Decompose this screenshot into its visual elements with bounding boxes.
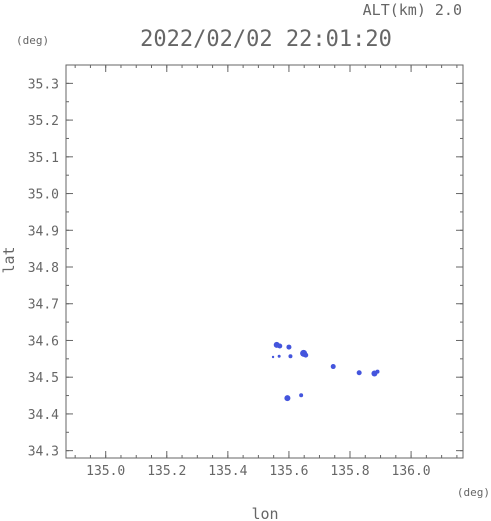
x-tick-label: 136.0 <box>392 464 431 479</box>
x-unit-label: (deg) <box>457 486 490 499</box>
axis-ticks: 135.0 135.2 135.4 135.6 135.8 136.0 34.3 34.4 34… <box>28 64 463 479</box>
data-point <box>271 355 275 359</box>
y-tick-label: 34.8 <box>28 261 59 276</box>
y-tick-label: 34.5 <box>28 371 59 386</box>
data-point <box>299 393 304 398</box>
y-tick-label: 34.6 <box>28 334 59 349</box>
x-axis-label: lon <box>251 505 278 521</box>
data-point <box>284 395 291 402</box>
y-tick-label: 35.0 <box>28 188 59 203</box>
altitude-label: ALT(km) 2.0 <box>363 1 462 19</box>
data-points <box>271 341 380 402</box>
x-tick-label: 135.8 <box>330 464 369 479</box>
x-tick-label: 135.2 <box>147 464 186 479</box>
data-point <box>330 364 336 370</box>
y-tick-label: 35.1 <box>28 151 59 166</box>
y-axis-label: lat <box>0 246 18 273</box>
y-tick-label: 35.2 <box>28 114 59 129</box>
y-tick-label: 34.7 <box>28 298 59 313</box>
x-tick-label: 135.6 <box>269 464 308 479</box>
data-point <box>356 370 362 376</box>
x-tick-label: 135.0 <box>86 464 125 479</box>
x-tick-label: 135.4 <box>208 464 247 479</box>
data-point <box>288 354 293 359</box>
data-point <box>286 344 292 350</box>
plot-frame <box>65 64 464 459</box>
y-tick-label: 34.9 <box>28 224 59 239</box>
data-point <box>277 354 281 358</box>
data-point <box>277 343 283 349</box>
y-unit-label: (deg) <box>16 34 49 47</box>
data-point <box>303 352 309 358</box>
timestamp-title: 2022/02/02 22:01:20 <box>140 27 392 52</box>
data-point <box>375 369 380 374</box>
y-tick-label: 34.4 <box>28 408 59 423</box>
y-tick-label: 35.3 <box>28 77 59 92</box>
y-tick-label: 34.3 <box>28 445 59 460</box>
